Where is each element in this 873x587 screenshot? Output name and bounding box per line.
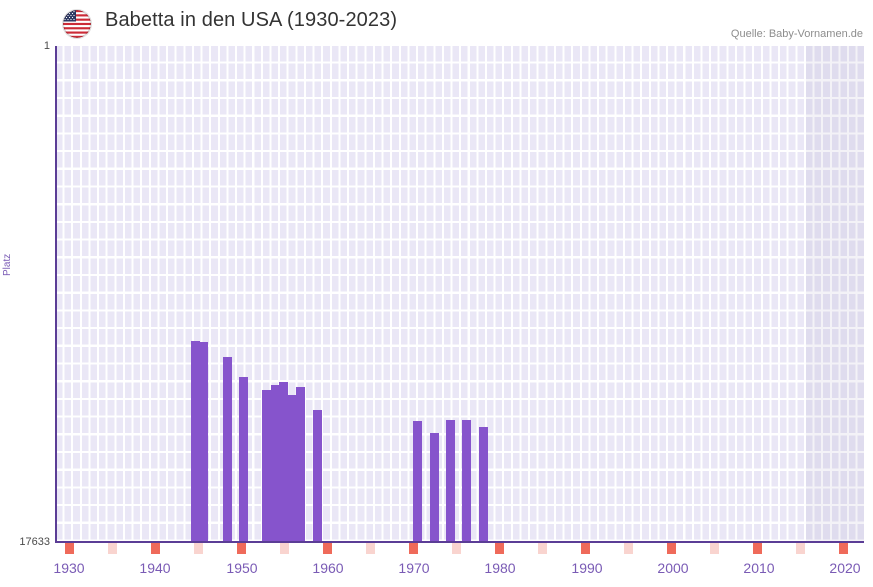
x-axis-tick-1930: 1930 [53, 560, 85, 576]
x-axis-tick-1950: 1950 [226, 560, 258, 576]
bar[interactable] [288, 395, 297, 542]
decade-tick-minor [624, 543, 633, 554]
bar[interactable] [223, 357, 232, 542]
bar[interactable] [262, 390, 271, 542]
y-axis-bottom-tick: 17633 [19, 536, 50, 548]
plot-grid [56, 46, 864, 542]
bar-series [56, 46, 864, 542]
y-axis-line [55, 46, 57, 543]
x-axis-tick-2010: 2010 [743, 560, 775, 576]
chart-header: Babetta in den USA (1930-2023) Quelle: B… [0, 0, 873, 44]
x-axis-tick-1960: 1960 [312, 560, 344, 576]
decade-tick-major [753, 543, 762, 554]
decade-tick-major [839, 543, 848, 554]
bar[interactable] [446, 420, 455, 542]
x-axis-tick-1940: 1940 [139, 560, 171, 576]
bar[interactable] [413, 421, 422, 542]
x-axis-tick-1990: 1990 [571, 560, 603, 576]
decade-tick-minor [710, 543, 719, 554]
bar[interactable] [279, 382, 288, 542]
decade-tick-strip [56, 543, 864, 554]
decade-tick-major [237, 543, 246, 554]
plot-area [56, 46, 864, 542]
y-axis-labels: 1 17633 [0, 0, 56, 587]
decade-tick-major [409, 543, 418, 554]
decade-tick-major [495, 543, 504, 554]
decade-tick-major [667, 543, 676, 554]
bar[interactable] [479, 427, 488, 542]
decade-tick-minor [538, 543, 547, 554]
x-axis-tick-2020: 2020 [829, 560, 861, 576]
us-flag-icon [63, 10, 91, 38]
decade-tick-major [65, 543, 74, 554]
decade-tick-minor [796, 543, 805, 554]
decade-tick-minor [280, 543, 289, 554]
source-attribution: Quelle: Baby-Vornamen.de [730, 28, 863, 40]
shaded-region [806, 46, 864, 542]
x-axis-tick-2000: 2000 [657, 560, 689, 576]
decade-tick-minor [452, 543, 461, 554]
bar[interactable] [239, 377, 248, 542]
bar[interactable] [430, 433, 439, 542]
bar[interactable] [462, 420, 471, 542]
x-axis-line [56, 541, 864, 543]
decade-tick-minor [366, 543, 375, 554]
decade-tick-major [151, 543, 160, 554]
decade-tick-major [581, 543, 590, 554]
bar[interactable] [296, 387, 305, 542]
decade-tick-minor [108, 543, 117, 554]
bar[interactable] [191, 341, 200, 542]
bar[interactable] [200, 342, 208, 542]
x-axis-tick-1980: 1980 [484, 560, 516, 576]
x-axis-tick-1970: 1970 [398, 560, 430, 576]
bar[interactable] [313, 410, 322, 542]
y-axis-top-tick: 1 [43, 40, 50, 52]
bar[interactable] [271, 385, 280, 542]
decade-tick-major [323, 543, 332, 554]
decade-tick-minor [194, 543, 203, 554]
page-title: Babetta in den USA (1930-2023) [105, 9, 398, 31]
